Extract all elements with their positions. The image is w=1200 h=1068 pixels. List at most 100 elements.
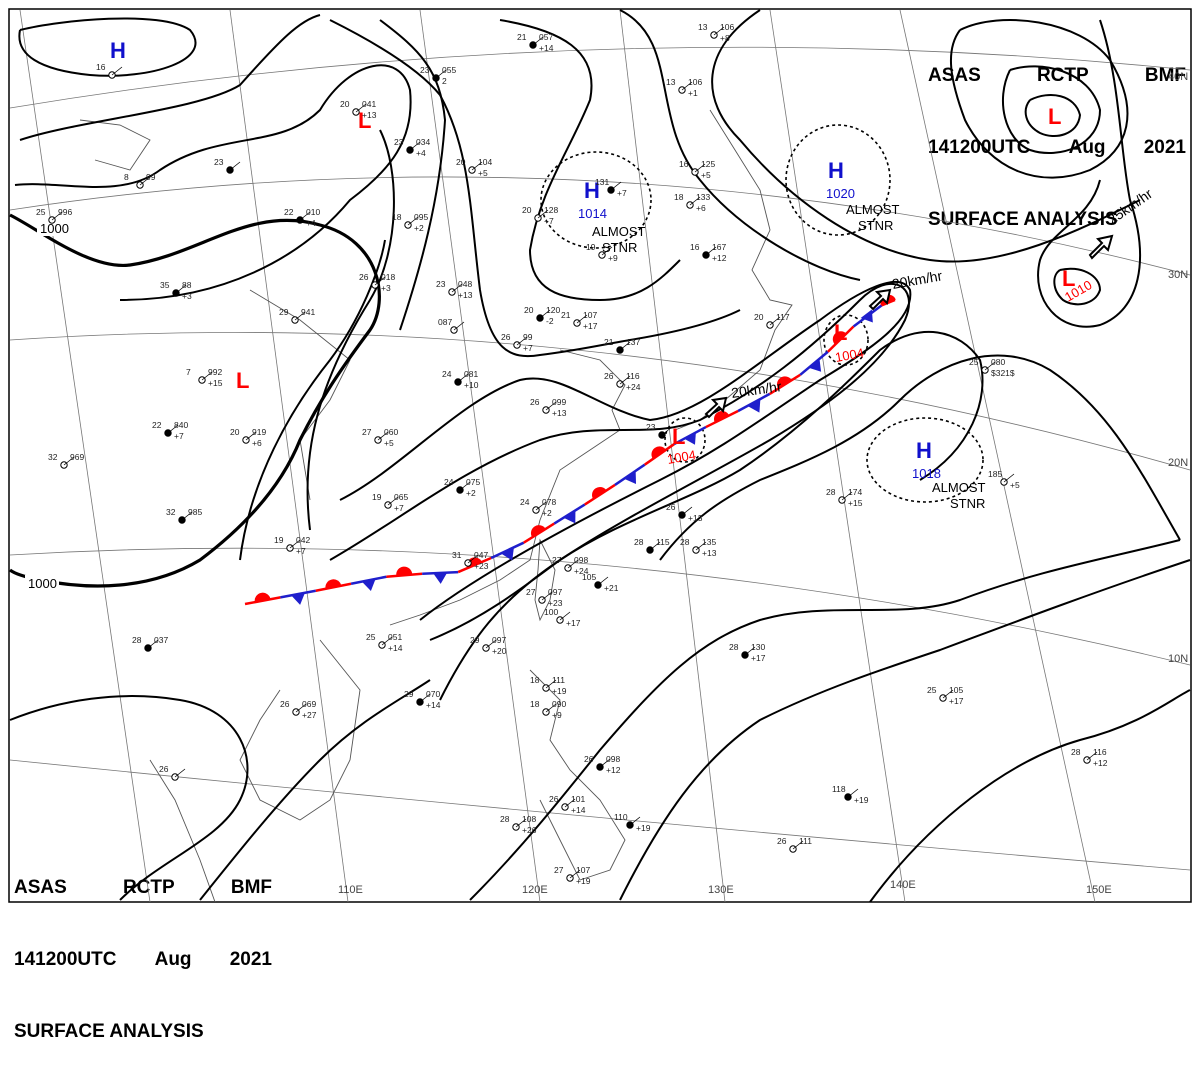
station-tendency: +2 — [466, 488, 476, 498]
wind-barb — [295, 703, 307, 713]
valid-month: Aug — [1068, 137, 1106, 158]
station-temperature: 27 — [554, 865, 564, 875]
station-temperature: 25 — [927, 685, 937, 695]
station-temperature: 26 — [530, 397, 540, 407]
isobar-label: 1000 — [28, 576, 57, 591]
surface-analysis-map: 1000 1000 25km/hr 20km/hr 20km/hr H H H … — [8, 8, 1192, 903]
warm-front-semicircle — [254, 592, 271, 603]
wind-barb — [1003, 473, 1015, 483]
low-boundary — [664, 417, 706, 463]
station-tendency: +2 — [414, 223, 424, 233]
station-tendency: +13 — [702, 548, 717, 558]
station-tendency: +12 — [712, 253, 727, 263]
station-temperature: 7 — [186, 367, 191, 377]
station-pressure: 107 — [583, 310, 597, 320]
station-tendency: +6 — [252, 438, 262, 448]
station-pressure: 037 — [154, 635, 168, 645]
station-temperature: 19 — [586, 242, 596, 252]
station-temperature: 28 — [634, 537, 644, 547]
station-pressure: 137 — [626, 337, 640, 347]
motion-arrow — [868, 288, 892, 311]
station-pressure: 104 — [478, 157, 492, 167]
station-temperature: 16 — [690, 242, 700, 252]
station-temperature: 23 — [394, 137, 404, 147]
station-pressure: 840 — [174, 420, 188, 430]
station-tendency: +5 — [478, 168, 488, 178]
station-temperature: 20 — [230, 427, 240, 437]
station-temperature: 105 — [582, 572, 596, 582]
wind-barb — [713, 26, 725, 36]
station-tendency: +4 — [306, 218, 316, 228]
isobar — [14, 64, 412, 301]
wind-barb — [705, 246, 717, 256]
station-temperature: 23 — [420, 65, 430, 75]
low-center-symbol: L — [236, 368, 249, 393]
warm-front-semicircle — [651, 446, 667, 459]
wind-barb — [744, 646, 756, 656]
station-pressure: 080 — [991, 357, 1005, 367]
station-pressure: 070 — [426, 689, 440, 699]
station-tendency: +19 — [854, 795, 869, 805]
wind-barb — [459, 481, 471, 491]
wind-barb — [1086, 751, 1098, 761]
front-segment — [614, 463, 646, 486]
low-center-symbol: L — [1062, 266, 1075, 291]
wind-barb — [407, 216, 419, 226]
station-tendency: +7 — [544, 216, 554, 226]
isobar-label-bg — [25, 220, 71, 591]
wind-barb — [541, 591, 553, 601]
lat-label: 40N — [1168, 71, 1188, 83]
lat-line — [9, 547, 1191, 666]
almost-stnr-label: ALMOST — [932, 480, 986, 495]
station-pressure: 097 — [492, 635, 506, 645]
station-temperature: 26 — [159, 764, 169, 774]
cold-front-barb — [860, 309, 873, 323]
isobar — [19, 14, 321, 141]
station-pressure: 051 — [388, 632, 402, 642]
wind-barb — [516, 336, 528, 346]
isobar — [869, 689, 1191, 903]
station-tendency: +9 — [552, 710, 562, 720]
lat-line — [9, 759, 1191, 871]
station-tendency: +5 — [1010, 480, 1020, 490]
lake-coast — [79, 119, 151, 171]
station-tendency: +20 — [492, 646, 507, 656]
station-temperature: 25 — [969, 357, 979, 367]
station-tendency: +13 — [688, 513, 703, 523]
station-pressure: 919 — [252, 427, 266, 437]
isobar — [659, 354, 1181, 561]
station-temperature: 23 — [214, 157, 224, 167]
station-pressure: 941 — [301, 307, 315, 317]
dotted-boundaries — [540, 124, 984, 503]
high-center-symbol: H — [828, 158, 844, 183]
station-temperature: 27 — [552, 555, 562, 565]
station-temperature: 26 — [501, 332, 511, 342]
isobar — [949, 19, 1129, 179]
stationary-front — [244, 294, 896, 606]
axis-labels: 110E 120E 130E 140E 150E 40N 30N 20N 10N — [338, 71, 1188, 896]
station-temperature: 185 — [988, 469, 1002, 479]
station-temperature: 21 — [561, 310, 571, 320]
station-tendency: +6 — [696, 203, 706, 213]
station-pressure: 105 — [949, 685, 963, 695]
station-temperature: 20 — [524, 305, 534, 315]
cold-front-barb — [563, 510, 576, 524]
motion-arrows — [704, 234, 1114, 419]
station-tendency: +12 — [606, 765, 621, 775]
isobar — [379, 19, 447, 331]
isobar — [239, 239, 386, 561]
wind-barb — [381, 636, 393, 646]
wind-barb — [139, 176, 151, 186]
station-pressure: 133 — [696, 192, 710, 202]
almost-stnr-label: STNR — [950, 496, 985, 511]
station-pressure: 042 — [296, 535, 310, 545]
label-bg — [25, 575, 59, 591]
station-pressure: 116 — [626, 371, 640, 381]
station-pressure: 117 — [776, 312, 790, 322]
wind-barb — [545, 703, 557, 713]
station-pressure: 081 — [464, 369, 478, 379]
wind-barb — [576, 314, 588, 324]
high-pressure-value: 1020 — [826, 186, 855, 201]
front-segment — [490, 541, 525, 560]
